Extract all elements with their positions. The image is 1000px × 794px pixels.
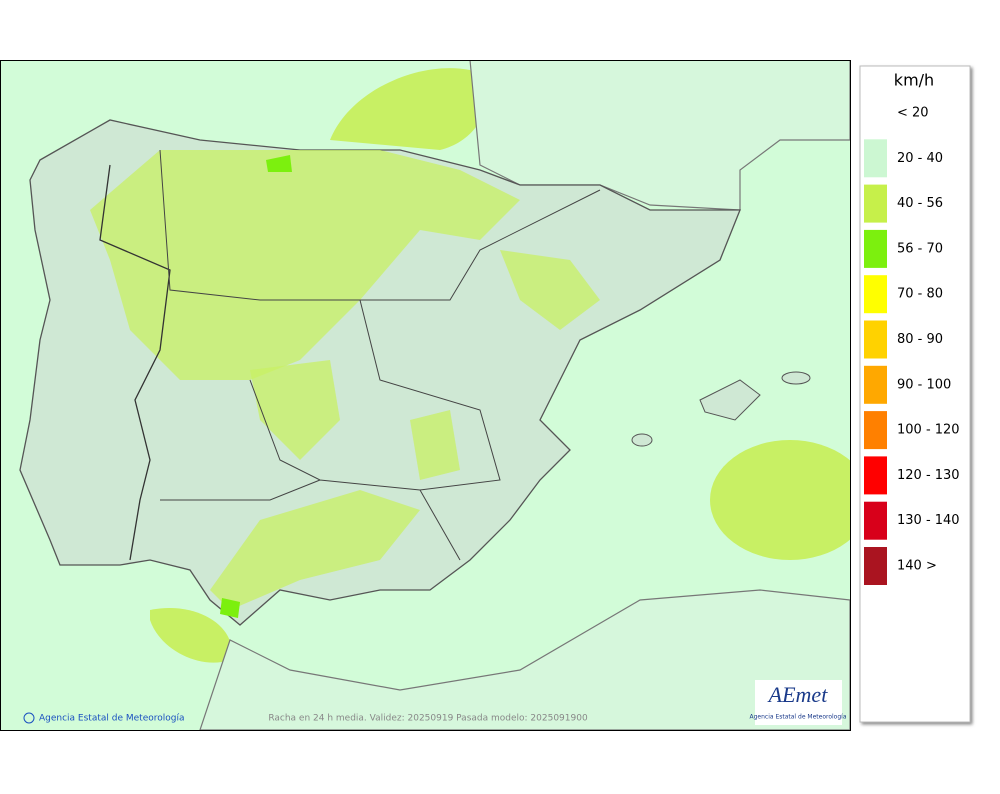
legend-label: < 20 <box>897 106 929 121</box>
legend-label: 130 - 140 <box>897 513 960 528</box>
legend-label: 70 - 80 <box>897 287 943 302</box>
legend-swatch <box>864 365 887 404</box>
legend-label: 56 - 70 <box>897 241 943 256</box>
legend-label: 120 - 130 <box>897 468 960 483</box>
legend-swatch <box>864 275 887 314</box>
credit: Agencia Estatal de Meteorología <box>39 714 185 724</box>
logo: AEmet <box>767 682 829 707</box>
legend-label: 80 - 90 <box>897 332 943 347</box>
legend-swatch <box>864 456 887 495</box>
legend-swatch <box>864 320 887 359</box>
legend-swatch <box>864 94 887 132</box>
logo-box <box>755 680 842 725</box>
legend-swatch <box>864 229 887 268</box>
legend-label: 100 - 120 <box>897 423 960 438</box>
logo-subtitle: Agencia Estatal de Meteorología <box>750 714 847 721</box>
legend-label: 40 - 56 <box>897 196 943 211</box>
copyright-icon <box>23 712 35 724</box>
legend-swatch <box>864 184 887 223</box>
legend-label: 20 - 40 <box>897 151 943 166</box>
legend-label: 140 > <box>897 559 937 574</box>
legend: km/h < 20 20 - 40 40 - 56 56 - 70 70 - 80 80 … <box>859 65 971 723</box>
legend-swatch <box>864 139 887 178</box>
legend-swatch <box>864 547 887 585</box>
legend-swatch <box>864 411 887 450</box>
legend-unit: km/h <box>894 71 934 90</box>
map: Agencia Estatal de Meteorología Racha en… <box>0 60 850 730</box>
legend-label: 90 - 100 <box>897 377 951 392</box>
legend-swatch <box>864 501 887 540</box>
caption: Racha en 24 h media. Validez: 20250919 P… <box>268 714 588 724</box>
